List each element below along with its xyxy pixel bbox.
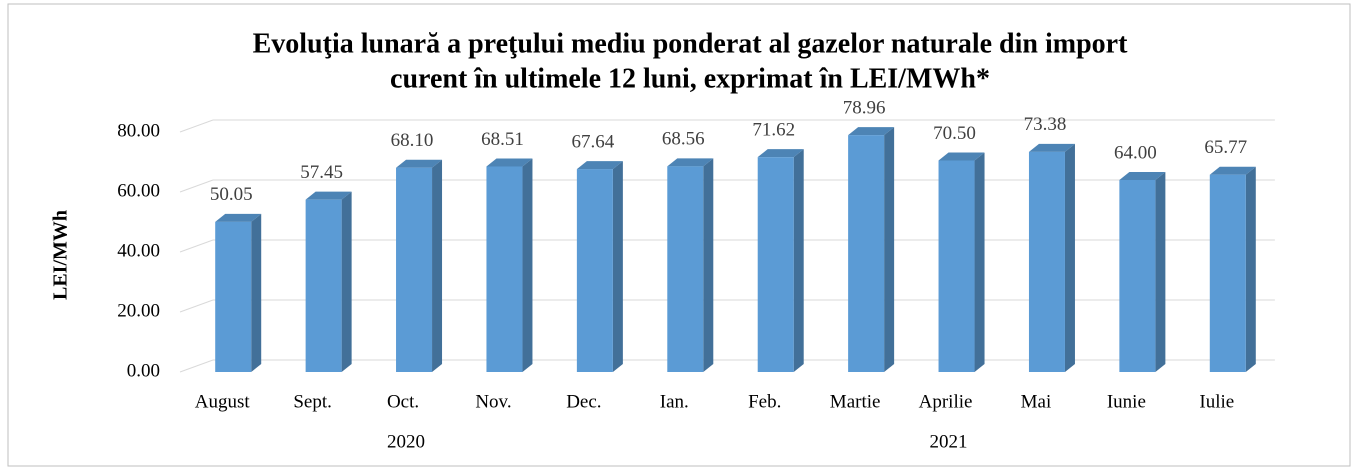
grid-line-side — [179, 299, 214, 313]
value-label: 64.00 — [1114, 142, 1157, 163]
grid-line-side — [179, 359, 214, 373]
bar-top — [1028, 143, 1075, 152]
bar-side — [1155, 172, 1166, 372]
value-label: 68.56 — [662, 129, 705, 150]
bar-top — [938, 152, 985, 161]
value-label: 50.05 — [210, 184, 253, 205]
grid-line-side — [179, 179, 214, 193]
bar — [848, 135, 885, 372]
bar — [305, 199, 342, 372]
x-tick-label: Feb. — [748, 391, 781, 412]
value-label: 70.50 — [933, 123, 976, 144]
bar-side — [251, 213, 262, 372]
bar-top — [667, 158, 714, 167]
x-tick-label: Martie — [830, 391, 881, 412]
value-label: 67.64 — [572, 131, 615, 152]
bar — [486, 166, 523, 372]
bar-side — [341, 191, 352, 372]
group-label: 2020 — [387, 431, 425, 452]
x-tick-label: Sept. — [293, 391, 332, 412]
value-label: 78.96 — [843, 97, 886, 118]
bar-top — [305, 191, 352, 200]
bar-side — [612, 161, 623, 372]
y-tick-label: 80.00 — [117, 120, 160, 141]
x-tick-label: Dec. — [566, 391, 601, 412]
bar-top — [486, 158, 533, 167]
bar-side — [1245, 166, 1256, 372]
bar-top — [1119, 172, 1166, 180]
bar-side — [522, 158, 533, 372]
bar-top — [1209, 166, 1256, 175]
bar — [938, 160, 975, 372]
bar — [396, 167, 433, 372]
x-tick-label: Iunie — [1107, 391, 1146, 412]
y-tick-label: 20.00 — [117, 300, 160, 321]
grid-line-side — [179, 119, 214, 133]
x-tick-label: Iulie — [1199, 391, 1234, 412]
bar-side — [1064, 143, 1075, 372]
bar-top — [576, 161, 623, 170]
chart-title: Evoluţia lunară a preţului mediu pondera… — [253, 28, 1128, 59]
x-tick-label: August — [195, 391, 251, 412]
bar — [215, 221, 252, 372]
chart-subtitle: curent în ultimele 12 luni, exprimat în … — [390, 63, 990, 94]
bar — [576, 169, 613, 372]
bar-side — [974, 152, 985, 372]
value-label: 57.45 — [300, 162, 343, 183]
value-label: 68.10 — [391, 130, 434, 151]
bar-side — [884, 127, 895, 373]
bar-side — [432, 159, 443, 372]
y-axis-title: LEI/MWh — [50, 210, 72, 300]
bar-side — [703, 158, 714, 372]
bar-top — [848, 127, 895, 136]
grid-line-side — [179, 239, 214, 253]
y-tick-label: 60.00 — [117, 180, 160, 201]
x-tick-label: Mai — [1021, 391, 1052, 412]
x-tick-label: Oct. — [387, 391, 419, 412]
bar — [1028, 151, 1065, 372]
group-label: 2021 — [930, 431, 968, 452]
value-label: 65.77 — [1204, 137, 1247, 158]
bar — [667, 166, 704, 372]
x-tick-label: Ian. — [660, 391, 689, 412]
bar-side — [793, 149, 804, 372]
bar — [1209, 174, 1246, 372]
bar-top — [215, 213, 262, 222]
bar — [1119, 180, 1156, 372]
x-tick-label: Nov. — [475, 391, 511, 412]
bar-top — [396, 159, 443, 168]
value-label: 68.51 — [481, 129, 524, 150]
value-label: 73.38 — [1024, 114, 1067, 135]
bar — [757, 157, 794, 372]
x-tick-label: Aprilie — [919, 391, 973, 412]
y-tick-label: 0.00 — [127, 360, 160, 381]
bar-top — [757, 149, 804, 158]
y-tick-label: 40.00 — [117, 240, 160, 261]
value-label: 71.62 — [752, 119, 795, 140]
